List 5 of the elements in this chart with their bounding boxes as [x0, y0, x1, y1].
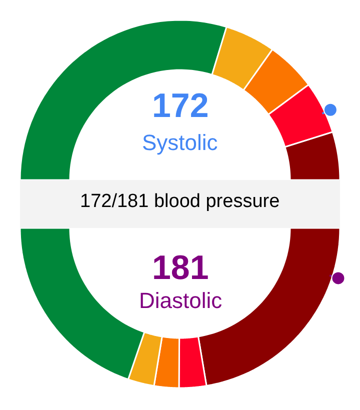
text: 172	[152, 87, 209, 125]
text: Diastolic	[139, 288, 222, 313]
text: 181	[152, 249, 209, 287]
text: 172/181 blood pressure	[80, 191, 280, 212]
text: Systolic	[142, 130, 218, 155]
